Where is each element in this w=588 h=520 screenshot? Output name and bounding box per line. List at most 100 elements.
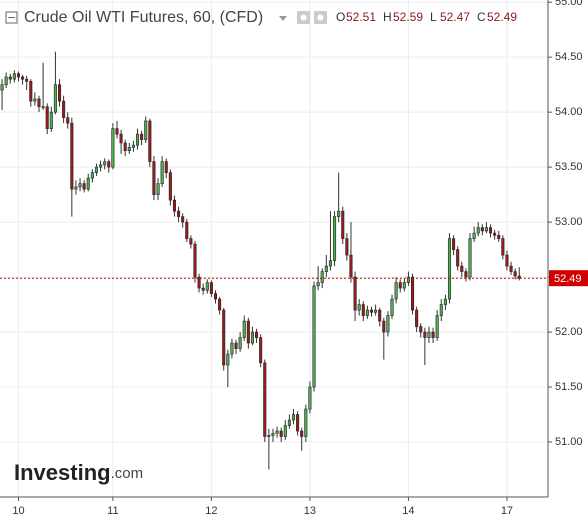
candle-body <box>37 98 41 107</box>
candle-body <box>177 210 181 217</box>
price-tag-box <box>549 270 588 287</box>
candle-body <box>29 81 33 102</box>
candle-body <box>144 120 148 140</box>
candles <box>0 51 521 470</box>
candle-body <box>25 78 29 82</box>
candle-body <box>119 133 123 144</box>
candle-body <box>308 386 312 410</box>
y-tick-label: 51.00 <box>555 436 583 448</box>
candle-body <box>435 315 439 338</box>
candle-body <box>328 260 332 267</box>
candle-body <box>33 98 37 102</box>
candle-body <box>304 408 308 437</box>
candle-body <box>369 309 374 313</box>
candle-body <box>431 331 435 338</box>
candle-body <box>406 276 410 283</box>
visibility-icon-dot <box>300 14 307 21</box>
candle-body <box>501 238 505 256</box>
candle-body <box>505 254 509 267</box>
candle-body <box>8 76 12 80</box>
candle-body <box>333 216 337 261</box>
candle-body <box>41 106 45 108</box>
candle-body <box>476 227 480 234</box>
candle-body <box>12 73 16 80</box>
candle-body <box>468 238 472 278</box>
y-tick-label: 54.00 <box>555 106 583 118</box>
candle-body <box>62 100 66 118</box>
candle-body <box>99 164 103 168</box>
candle-body <box>205 282 209 291</box>
candle-body <box>181 216 185 223</box>
dropdown-arrow[interactable] <box>279 16 287 21</box>
chart-title: Crude Oil WTI Futures, 60, (CFD) <box>24 9 263 26</box>
candle-body <box>94 166 98 173</box>
ohlc-label: L <box>430 10 437 24</box>
candle-body <box>90 172 94 179</box>
candle-body <box>386 315 390 333</box>
candle-body <box>123 142 127 151</box>
candle-body <box>316 282 320 287</box>
candle-body <box>152 161 156 195</box>
candle-body <box>160 161 164 184</box>
x-tick-label: 11 <box>107 505 118 517</box>
y-tick-label: 52.00 <box>555 326 583 338</box>
candle-body <box>283 425 287 437</box>
candle-body <box>361 304 365 316</box>
candle-body <box>275 430 279 434</box>
candle-body <box>82 183 86 190</box>
candle-body <box>349 254 353 278</box>
candle-body <box>287 419 291 426</box>
settings-icon-dot <box>317 14 324 21</box>
candle-body <box>460 265 464 272</box>
candle-body <box>45 106 49 129</box>
candle-body <box>271 432 275 436</box>
candle-body <box>226 353 230 366</box>
candle-body <box>49 111 53 129</box>
candle-body <box>0 84 4 91</box>
candle-body <box>57 84 62 102</box>
candle-body <box>378 309 382 322</box>
candle-body <box>300 430 304 437</box>
candle-body <box>472 232 476 239</box>
x-tick-label: 13 <box>304 505 316 517</box>
candle-body <box>415 309 419 327</box>
candle-body <box>443 298 447 305</box>
candle-body <box>279 430 283 437</box>
ohlc-label: C <box>477 10 486 24</box>
candle-body <box>53 84 57 113</box>
candle-body <box>419 326 423 333</box>
grid <box>0 0 548 497</box>
candle-body <box>4 76 8 85</box>
candle-body <box>509 265 513 272</box>
x-tick-label: 14 <box>402 505 414 517</box>
candle-body <box>189 238 193 245</box>
candle-body <box>402 282 406 289</box>
candle-body <box>341 210 345 239</box>
candle-body <box>374 309 378 313</box>
watermark: Investing.com <box>14 460 143 485</box>
candle-body <box>513 271 517 277</box>
candle-body <box>427 331 431 338</box>
candle-body <box>423 331 427 338</box>
candle-body <box>209 282 213 294</box>
candle-body <box>70 122 74 190</box>
candle-body <box>246 320 250 344</box>
candle-body <box>127 147 131 151</box>
ohlc-value: 52.51 <box>346 10 376 24</box>
candle-body <box>135 133 140 146</box>
candle-body <box>439 304 443 316</box>
candle-body <box>398 282 402 289</box>
y-tick-label: 53.00 <box>555 216 583 228</box>
candle-body <box>111 128 115 168</box>
candle-body <box>250 331 254 344</box>
candle-body <box>222 309 226 366</box>
candle-body <box>267 435 271 437</box>
candle-body <box>107 161 111 168</box>
candle-body <box>345 238 349 256</box>
candle-body <box>234 342 238 349</box>
candle-body <box>517 275 521 279</box>
ohlc-legend: O 52.51 H 52.59 L 52.47 C 52.49 <box>336 10 517 24</box>
